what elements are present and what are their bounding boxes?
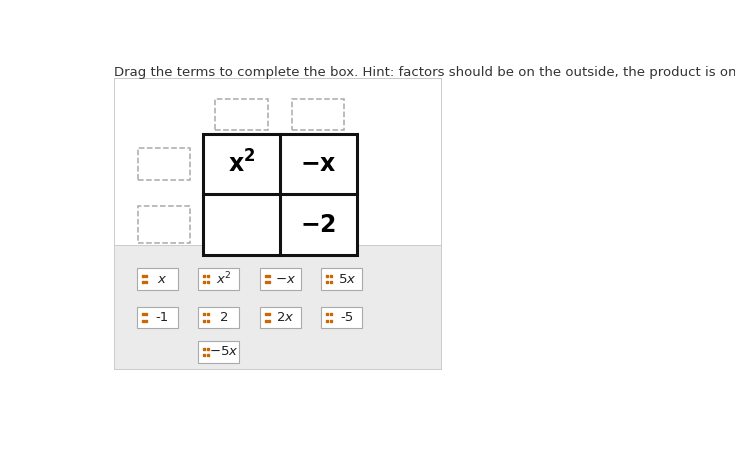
Text: 2: 2: [220, 311, 228, 324]
Text: $\mathit{2x}$: $\mathit{2x}$: [276, 311, 295, 324]
Text: -1: -1: [156, 311, 169, 324]
Text: $\mathit{-x}$: $\mathit{-x}$: [275, 273, 296, 286]
Text: $\mathbf{-x}$: $\mathbf{-x}$: [300, 152, 337, 176]
Bar: [198, 269, 240, 290]
Bar: [203, 134, 356, 255]
Bar: [292, 99, 345, 130]
Text: $\mathit{-5x}$: $\mathit{-5x}$: [209, 346, 239, 359]
Bar: [321, 306, 362, 328]
Bar: [198, 341, 240, 363]
Bar: [113, 245, 441, 369]
Text: $\mathbf{-2}$: $\mathbf{-2}$: [300, 213, 337, 237]
Bar: [215, 99, 268, 130]
Text: -5: -5: [340, 311, 354, 324]
Bar: [218, 209, 265, 240]
Bar: [321, 269, 362, 290]
Bar: [260, 306, 301, 328]
Bar: [137, 269, 178, 290]
Bar: [198, 306, 240, 328]
Text: $\mathbf{x^2}$: $\mathbf{x^2}$: [228, 150, 255, 178]
Text: $\mathit{x}$: $\mathit{x}$: [157, 273, 168, 286]
Bar: [138, 148, 190, 180]
Text: Drag the terms to complete the box. Hint: factors should be on the outside, the : Drag the terms to complete the box. Hint…: [113, 66, 735, 79]
Text: $x^2$: $x^2$: [216, 271, 232, 288]
Bar: [260, 269, 301, 290]
Text: $\mathit{5x}$: $\mathit{5x}$: [337, 273, 356, 286]
Bar: [137, 306, 178, 328]
Bar: [113, 78, 441, 369]
Bar: [138, 206, 190, 243]
Bar: [113, 78, 441, 245]
